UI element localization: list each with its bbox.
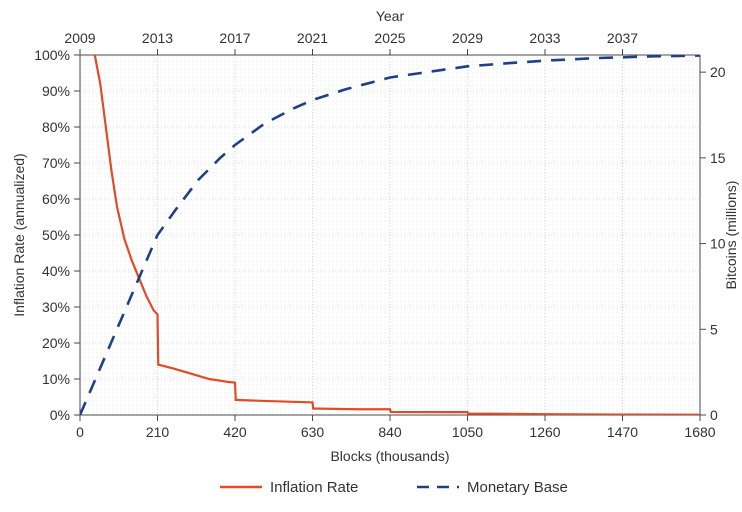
left-tick-label: 90% xyxy=(42,83,70,99)
top-tick-label: 2021 xyxy=(297,30,328,46)
bottom-tick-label: 1680 xyxy=(684,424,715,440)
left-tick-label: 30% xyxy=(42,299,70,315)
bottom-tick-label: 1470 xyxy=(607,424,638,440)
top-tick-label: 2009 xyxy=(64,30,95,46)
legend-label: Inflation Rate xyxy=(270,479,358,496)
right-tick-label: 20 xyxy=(710,64,726,80)
left-tick-label: 40% xyxy=(42,263,70,279)
right-tick-label: 5 xyxy=(710,321,718,337)
legend-label: Monetary Base xyxy=(467,479,568,496)
left-tick-label: 10% xyxy=(42,371,70,387)
bottom-tick-label: 1260 xyxy=(529,424,560,440)
left-axis-title: Inflation Rate (annualized) xyxy=(11,153,27,316)
bottom-tick-label: 630 xyxy=(301,424,325,440)
bottom-tick-label: 420 xyxy=(223,424,247,440)
left-tick-label: 0% xyxy=(50,407,70,423)
bottom-axis-title: Blocks (thousands) xyxy=(330,448,449,464)
top-tick-label: 2013 xyxy=(142,30,173,46)
right-tick-label: 15 xyxy=(710,150,726,166)
left-tick-label: 100% xyxy=(34,47,70,63)
bottom-tick-label: 0 xyxy=(76,424,84,440)
left-tick-label: 70% xyxy=(42,155,70,171)
left-tick-label: 20% xyxy=(42,335,70,351)
chart-container: 0 210 420 630 840 1050 1260 1470 1680 Blocks (tho… xyxy=(0,0,742,512)
right-tick-label: 0 xyxy=(710,407,718,423)
top-axis-title: Year xyxy=(376,8,405,24)
left-tick-label: 60% xyxy=(42,191,70,207)
top-tick-label: 2033 xyxy=(529,30,560,46)
top-tick-label: 2017 xyxy=(219,30,250,46)
top-tick-label: 2037 xyxy=(607,30,638,46)
right-axis-title: Bitcoins (millions) xyxy=(723,181,739,290)
chart-svg: 0 210 420 630 840 1050 1260 1470 1680 Blocks (tho… xyxy=(0,0,742,512)
bottom-tick-label: 840 xyxy=(378,424,402,440)
bottom-tick-label: 210 xyxy=(146,424,170,440)
bottom-tick-label: 1050 xyxy=(452,424,483,440)
left-tick-label: 50% xyxy=(42,227,70,243)
top-tick-label: 2029 xyxy=(452,30,483,46)
top-tick-label: 2025 xyxy=(374,30,405,46)
left-tick-label: 80% xyxy=(42,119,70,135)
